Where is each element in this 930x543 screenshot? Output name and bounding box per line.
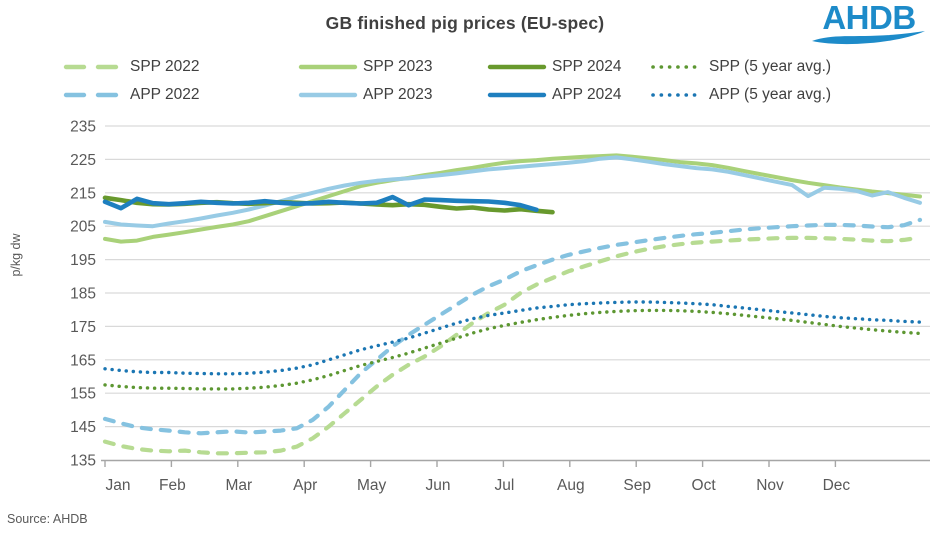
legend-label: SPP (5 year avg.) xyxy=(709,58,832,75)
legend-item-spp_2023: SPP 2023 xyxy=(298,56,433,78)
legend-item-app_5yr_avg: APP (5 year avg.) xyxy=(650,84,831,106)
source-note: Source: AHDB xyxy=(7,512,88,526)
legend-swatch-spp_2024 xyxy=(487,64,547,70)
x-tick-label: Mar xyxy=(225,477,252,494)
x-tick-label: Nov xyxy=(756,477,784,494)
legend-item-spp_2024: SPP 2024 xyxy=(487,56,622,78)
legend-swatch-app_2022 xyxy=(63,92,125,98)
y-tick-label: 155 xyxy=(70,386,96,403)
legend-swatch-app_2023 xyxy=(298,92,358,98)
gridlines xyxy=(105,125,930,428)
x-tick-label: Sep xyxy=(623,477,651,494)
x-tick-label: Jun xyxy=(426,477,451,494)
series-line-spp_2022 xyxy=(102,235,923,456)
legend-swatch-app_5yr_avg xyxy=(651,93,703,97)
x-axis: Jan Feb Mar Apr May Jun Jul Aug Sep Oct Nov Dec xyxy=(101,459,930,494)
y-tick-label: 135 xyxy=(70,453,96,470)
legend-swatch-app_2024 xyxy=(487,92,547,98)
series-line-spp_5yr_avg xyxy=(103,308,922,391)
y-tick-label: 145 xyxy=(70,419,96,436)
legend-label: APP 2024 xyxy=(552,86,622,103)
legend-label: APP (5 year avg.) xyxy=(709,86,832,103)
x-tick-label: May xyxy=(357,477,387,494)
y-tick-label: 205 xyxy=(70,219,96,236)
series-line-app_5yr_avg xyxy=(103,300,922,376)
legend-label: APP 2022 xyxy=(130,86,200,103)
y-tick-label: 195 xyxy=(70,252,96,269)
x-tick-label: Apr xyxy=(293,477,317,494)
legend-item-spp_5yr_avg: SPP (5 year avg.) xyxy=(650,56,831,78)
series-line-spp_2023 xyxy=(103,153,922,244)
y-axis-title: p/kg dw xyxy=(9,232,23,276)
page-title: GB finished pig prices (EU-spec) xyxy=(325,13,605,33)
y-tick-label: 215 xyxy=(70,185,96,202)
ahdb-logo: AHDB xyxy=(810,0,928,46)
legend-swatch-spp_2022 xyxy=(63,64,125,70)
legend-swatch-spp_2023 xyxy=(298,64,358,70)
x-tick-label: Dec xyxy=(823,477,851,494)
x-tick-label: Jul xyxy=(494,477,514,494)
legend-label: SPP 2024 xyxy=(552,58,622,75)
x-tick-label: Feb xyxy=(159,477,186,494)
y-tick-label: 175 xyxy=(70,319,96,336)
x-tick-label: Oct xyxy=(692,477,717,494)
y-tick-label: 185 xyxy=(70,286,96,303)
legend-item-app_2022: APP 2022 xyxy=(63,84,200,106)
legend-label: SPP 2022 xyxy=(130,58,200,75)
y-tick-label: 235 xyxy=(70,119,96,136)
ahdb-logo-text: AHDB xyxy=(822,0,916,36)
y-axis-labels: 135 145 155 165 175 185 195 205 215 225 235 xyxy=(70,119,96,470)
y-tick-label: 165 xyxy=(70,352,96,369)
legend-swatch-spp_5yr_avg xyxy=(651,65,703,69)
legend-item-app_2024: APP 2024 xyxy=(487,84,622,106)
legend-label: SPP 2023 xyxy=(363,58,433,75)
series-line-app_2023 xyxy=(103,155,922,229)
series-line-app_2022 xyxy=(102,217,923,436)
series-line-app_2024 xyxy=(102,194,539,213)
legend-item-app_2023: APP 2023 xyxy=(298,84,433,106)
legend-label: APP 2023 xyxy=(363,86,433,103)
x-tick-label: Aug xyxy=(557,477,585,494)
legend-item-spp_2022: SPP 2022 xyxy=(63,56,200,78)
x-tick-label: Jan xyxy=(106,477,131,494)
logo-wave-icon xyxy=(812,31,925,45)
y-tick-label: 225 xyxy=(70,152,96,169)
